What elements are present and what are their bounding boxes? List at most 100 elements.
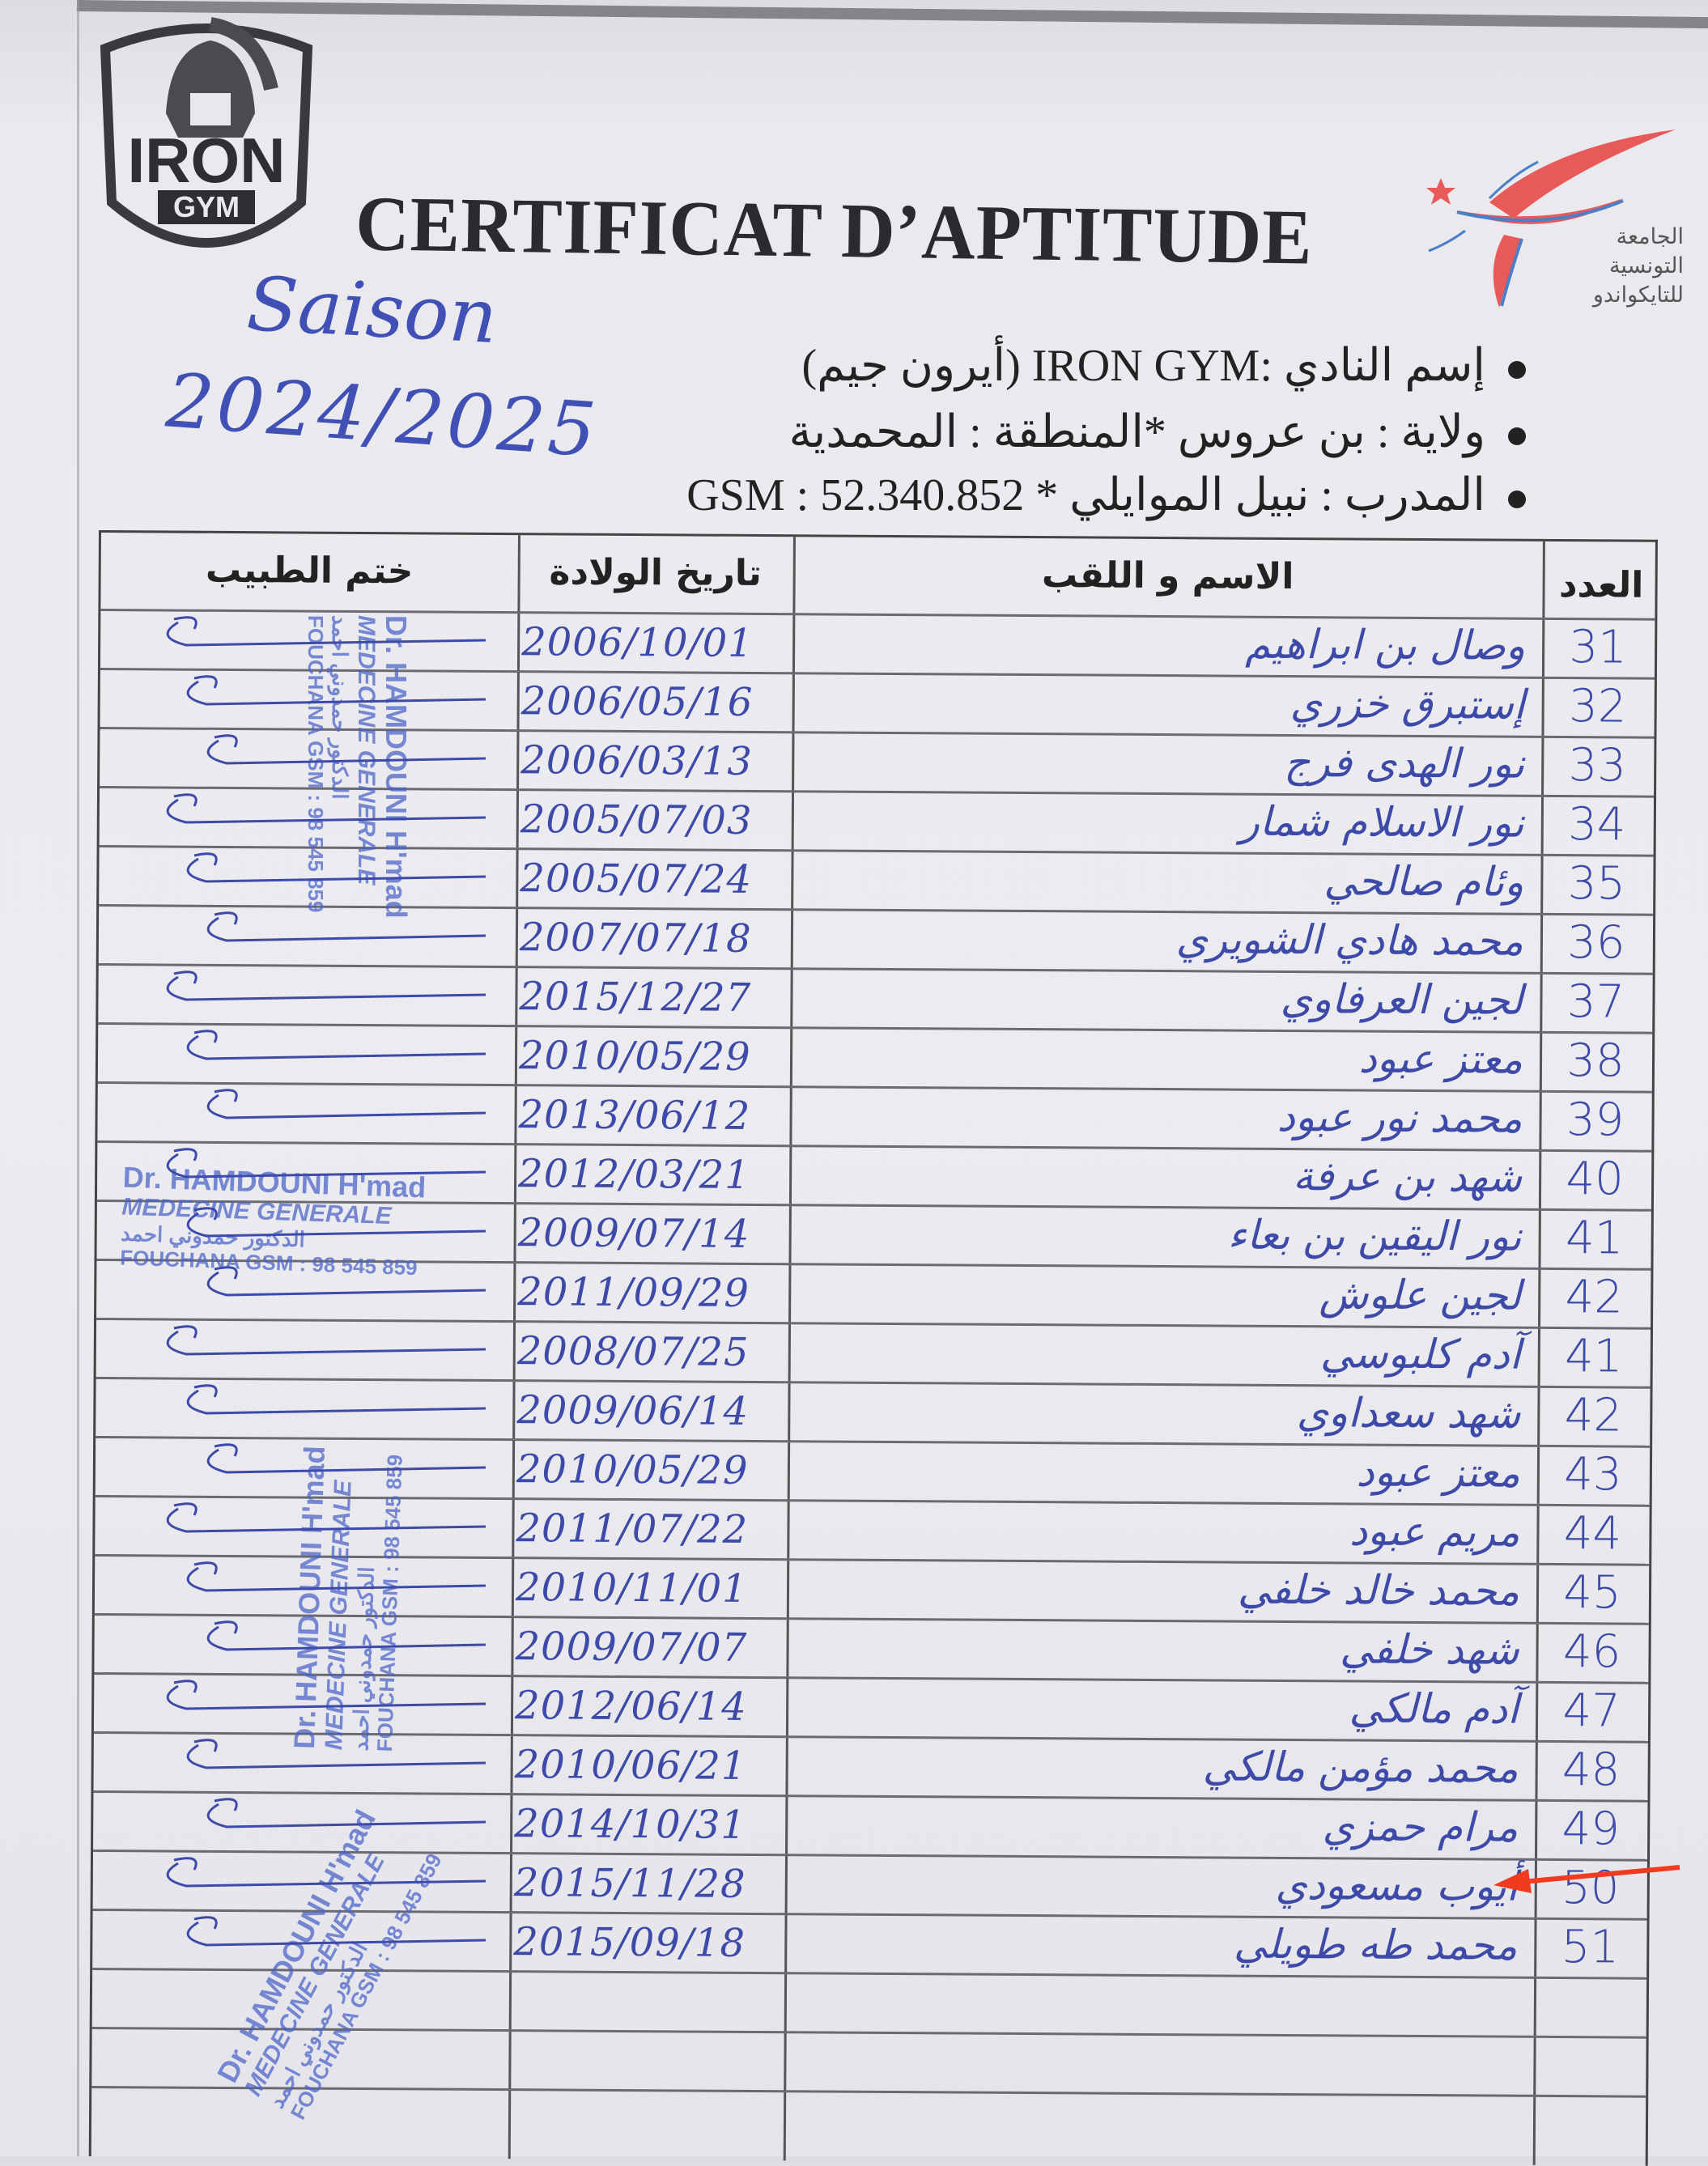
table-row: 41 آدم كلبوسي 2008/07/25 — [96, 1318, 1651, 1387]
birth-date: 2011/07/22 — [516, 1506, 749, 1552]
athlete-name: محمد طه طويلي — [1233, 1920, 1518, 1969]
federation-name-line: للتايكواندو — [1592, 282, 1684, 308]
athlete-name: شهد سعداوي — [1296, 1389, 1521, 1438]
birth-date: 2012/06/14 — [514, 1683, 747, 1730]
athlete-name: مرام حمزي — [1322, 1803, 1519, 1851]
row-number: 48 — [1561, 1743, 1621, 1797]
birth-date: 2010/06/21 — [514, 1742, 747, 1789]
header-doctor-stamp: ختم الطبيب — [205, 549, 414, 592]
coach-text: المدرب : نبيل الموايلي * GSM : 52.340.85… — [686, 470, 1485, 520]
row-number: 32 — [1568, 680, 1627, 733]
birth-date: 2013/06/12 — [518, 1092, 751, 1139]
birth-date: 2010/11/01 — [515, 1565, 748, 1612]
table-row: 38 معتز عبود 2010/05/29 — [98, 1022, 1652, 1091]
birth-date: 2015/09/18 — [513, 1919, 746, 1966]
info-region: ولاية : بن عروس *المنطقة : المحمدية — [789, 406, 1526, 458]
table-row: 49 مرام حمزي 2014/10/31 — [93, 1790, 1647, 1859]
stamp-contact: FOUCHANA GSM : 98 545 859 — [304, 615, 329, 913]
birth-date: 2012/03/21 — [517, 1151, 750, 1198]
row-number: 39 — [1566, 1094, 1625, 1147]
info-coach: المدرب : نبيل الموايلي * GSM : 52.340.85… — [686, 469, 1526, 521]
athlete-name: نور اليقين بن بعاء — [1227, 1211, 1522, 1260]
table-row: 39 محمد نور عبود 2013/06/12 — [97, 1081, 1651, 1150]
paper-left-edge — [77, 0, 79, 2156]
season-label: Saison — [244, 260, 499, 361]
birth-date: 2009/07/07 — [515, 1624, 748, 1671]
bullet-icon — [1508, 427, 1526, 446]
document-title: CERTIFICAT D’APTITUDE — [355, 180, 1314, 281]
tunisian-taekwondo-federation-logo — [1408, 121, 1684, 320]
row-number: 46 — [1562, 1625, 1621, 1679]
athlete-name: وئام صالحي — [1323, 857, 1524, 906]
athlete-name: نور الهدى فرج — [1284, 738, 1525, 788]
athlete-name: لجين العرفاوي — [1280, 975, 1523, 1024]
birth-date: 2007/07/18 — [519, 915, 752, 962]
athlete-name: وصال بن ابراهيم — [1245, 620, 1526, 669]
athlete-name: أيوب مسعودي — [1275, 1861, 1518, 1910]
athlete-name: مريم عبود — [1349, 1507, 1520, 1556]
row-number: 47 — [1562, 1684, 1621, 1738]
bullet-icon — [1508, 361, 1526, 380]
row-number: 37 — [1566, 975, 1625, 1029]
doctor-stamp: Dr. HAMDOUNI H'mad MEDECINE GENERALE الد… — [287, 1446, 408, 1752]
birth-date: 2010/05/29 — [518, 1033, 751, 1080]
row-number: 31 — [1569, 621, 1627, 674]
birth-date: 2006/03/13 — [520, 737, 754, 784]
stamp-specialty: MEDECINE GENERALE — [352, 615, 380, 886]
birth-date: 2015/11/28 — [513, 1860, 746, 1907]
athlete-name: آدم كلبوسي — [1319, 1330, 1521, 1378]
doctor-stamp: Dr. HAMDOUNI H'mad MEDECINE GENERALE الد… — [120, 1161, 427, 1281]
birth-date: 2015/12/27 — [519, 974, 752, 1021]
row-number: 44 — [1563, 1507, 1622, 1561]
row-number: 51 — [1561, 1921, 1620, 1974]
birth-date: 2011/09/29 — [517, 1269, 750, 1316]
row-number: 41 — [1565, 1212, 1624, 1265]
stamp-arabic: الدكتور حمدوني احمد — [328, 615, 353, 800]
header-birth-date: تاريخ الولادة — [549, 551, 763, 595]
birth-date: 2008/07/25 — [516, 1328, 750, 1375]
table-row: 42 شهد سعداوي 2009/06/14 — [96, 1377, 1650, 1446]
logo-word-iron: IRON — [128, 125, 286, 196]
row-number: 38 — [1566, 1034, 1625, 1088]
birth-date: 2014/10/31 — [514, 1801, 747, 1848]
row-number: 42 — [1564, 1389, 1623, 1442]
club-name: إسم النادي :IRON GYM (أيرون جيم) — [801, 341, 1485, 391]
athlete-name: معتز عبود — [1356, 1448, 1521, 1497]
birth-date: 2006/10/01 — [520, 619, 754, 666]
doctor-stamp: Dr. HAMDOUNI H'mad MEDECINE GENERALE الد… — [303, 615, 413, 919]
season-value: 2024/2025 — [163, 357, 602, 474]
region-text: ولاية : بن عروس *المنطقة : المحمدية — [788, 407, 1485, 457]
athlete-name: آدم مالكي — [1349, 1684, 1519, 1733]
header-name: الاسم و اللقب — [1041, 554, 1294, 598]
row-number: 40 — [1566, 1153, 1624, 1206]
federation-emblem-icon — [1426, 130, 1676, 308]
row-number: 42 — [1565, 1271, 1624, 1324]
info-club: إسم النادي :IRON GYM (أيرون جيم) — [801, 340, 1526, 392]
birth-date: 2009/06/14 — [516, 1387, 750, 1434]
star-icon — [1426, 178, 1455, 205]
row-number: 45 — [1563, 1566, 1621, 1620]
row-number: 49 — [1561, 1803, 1621, 1856]
row-number: 43 — [1564, 1448, 1622, 1501]
iron-gym-logo: IRON GYM — [89, 16, 324, 275]
row-number: 33 — [1568, 739, 1627, 792]
athlete-name: إستبرق خزري — [1289, 679, 1525, 728]
header-number: العدد — [1558, 564, 1644, 606]
red-arrow-icon — [1493, 1865, 1680, 1893]
athlete-name: نور الاسلام شمار — [1239, 797, 1525, 847]
athlete-name: محمد هادي الشويري — [1175, 915, 1524, 965]
table-body: 31 وصال بن ابراهيم 2006/10/01 32 إستبرق خزري… — [91, 533, 1655, 2098]
athlete-name: شهد بن عرفة — [1292, 1153, 1523, 1201]
athlete-name: محمد خالد خلفي — [1237, 1565, 1520, 1615]
birth-date: 2010/05/29 — [516, 1446, 749, 1493]
row-number: 41 — [1564, 1330, 1623, 1383]
spartan-helmet-icon: IRON GYM — [100, 17, 313, 248]
federation-name: الجامعة التونسية للتايكواندو — [1522, 223, 1684, 310]
row-number: 34 — [1567, 798, 1626, 852]
birth-date: 2006/05/16 — [520, 678, 754, 725]
stamp-doctor: Dr. HAMDOUNI H'mad — [380, 615, 413, 919]
birth-date: 2009/07/14 — [517, 1210, 750, 1257]
birth-date: 2005/07/03 — [520, 796, 753, 843]
row-number: 36 — [1567, 916, 1625, 970]
logo-word-gym: GYM — [173, 190, 240, 223]
